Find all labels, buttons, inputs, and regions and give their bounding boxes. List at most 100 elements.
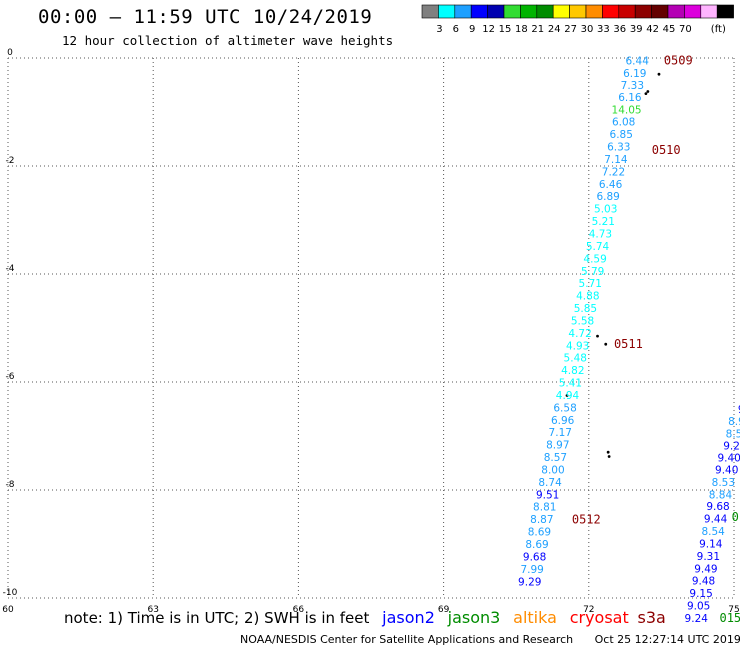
wave-height-point: 5.71	[579, 278, 602, 290]
wave-height-point: 4.94	[556, 390, 580, 402]
wave-height-point: 6.44	[626, 56, 650, 68]
wave-height-point: 5.48	[564, 353, 587, 365]
legend-s3a: s3a	[637, 608, 666, 627]
legend-altika: altika	[513, 608, 557, 627]
pass-time-label: 0510	[652, 143, 681, 157]
wave-height-point: 9.44	[704, 514, 728, 526]
wave-height-point: 6.96	[551, 415, 575, 427]
wave-height-point: 4.82	[561, 365, 584, 377]
x-tick-label: 72	[583, 605, 594, 615]
wave-height-point: 6.58	[553, 402, 576, 414]
colorbar-label: 33	[597, 24, 610, 35]
wave-height-point: 5.79	[581, 266, 604, 278]
colorbar-label: 3	[436, 24, 442, 35]
wave-height-point: 7.17	[549, 427, 572, 439]
wave-height-point: 14.05	[612, 104, 642, 116]
wave-height-point: 9.68	[523, 551, 546, 563]
wave-height-point: 9.48	[692, 576, 715, 588]
wave-height-point: 9.15	[689, 588, 712, 600]
wave-height-point: 4.59	[583, 253, 606, 265]
pass-time-label: 0511	[614, 337, 643, 351]
wave-height-point: 8.9	[728, 416, 740, 428]
wave-height-point: 7.99	[520, 564, 543, 576]
wave-height-point: 4.93	[566, 340, 589, 352]
wave-height-point: 6.46	[599, 179, 623, 191]
wave-height-point: 6.08	[612, 117, 635, 129]
wave-height-point: 4.88	[576, 291, 599, 303]
wave-height-point: 5.03	[594, 204, 617, 216]
wave-height-point: 6.19	[623, 68, 646, 80]
wave-height-point: 9.51	[536, 489, 559, 501]
colorbar-label: 45	[663, 24, 676, 35]
wave-height-point: 9.68	[706, 501, 729, 513]
wave-height-point: 9.31	[697, 551, 720, 563]
wave-height-point: 9.05	[687, 601, 710, 613]
wave-height-point: 7.22	[602, 166, 625, 178]
y-tick-label: -10	[3, 588, 18, 598]
wave-height-point: 8.5	[726, 428, 740, 440]
colorbar-label: 15	[499, 24, 512, 35]
y-tick-label: 0	[7, 48, 13, 58]
island-mark	[604, 342, 608, 346]
wave-height-point: 7.14	[604, 154, 628, 166]
footer-timestamp: Oct 25 12:27:14 UTC 2019	[594, 633, 740, 646]
wave-height-point: 9.40	[717, 453, 740, 465]
chart-title: 00:00 – 11:59 UTC 10/24/2019	[38, 6, 373, 28]
wave-height-point: 6.89	[596, 191, 619, 203]
y-tick-label: -6	[6, 372, 15, 382]
wave-height-point: 5.85	[574, 303, 597, 315]
wave-height-point: 9.49	[694, 563, 717, 575]
chart-subtitle: 12 hour collection of altimeter wave hei…	[62, 33, 394, 48]
colorbar-label: 9	[469, 24, 475, 35]
y-tick-label: -4	[6, 264, 15, 274]
wave-height-point: 8.81	[533, 502, 556, 514]
colorbar-label: 24	[548, 24, 561, 35]
wave-height-point: 7.33	[621, 80, 644, 92]
legend-cryosat: cryosat	[569, 608, 629, 627]
wave-height-point: 8.87	[530, 514, 553, 526]
colorbar-label: 18	[515, 24, 528, 35]
footer: NOAA/NESDIS Center for Satellite Applica…	[240, 633, 740, 646]
colorbar-label: 70	[679, 24, 692, 35]
y-tick-label: -8	[6, 480, 15, 490]
pass-time-label: 0151	[719, 611, 740, 625]
colorbar-unit: (ft)	[711, 24, 726, 35]
island-mark	[607, 455, 611, 458]
colorbar-label: 12	[482, 24, 495, 35]
color-scale-bar: 3 6 9 12 15 18 21 24 27 30 33 36 39 42 45 70 (ft)	[421, 4, 734, 35]
x-tick-label: 63	[147, 605, 158, 615]
wave-height-point: 8.53	[712, 477, 735, 489]
legend: note: 1) Time is in UTC; 2) SWH is in fe…	[64, 608, 666, 627]
wave-height-point: 8.54	[701, 526, 725, 538]
wave-height-point: 5.41	[559, 378, 582, 390]
colorbar-label: 36	[613, 24, 626, 35]
colorbar-label: 27	[564, 24, 577, 35]
legend-jason2: jason2	[382, 608, 435, 627]
x-tick-label: 75	[728, 605, 739, 615]
wave-height-point: 9.14	[699, 538, 723, 550]
island-mark	[596, 334, 599, 338]
wave-height-point: 6.33	[607, 142, 630, 154]
wave-height-point: 4.73	[589, 229, 612, 241]
wave-height-point: 8.69	[528, 527, 551, 539]
legend-note: note: 1) Time is in UTC; 2) SWH is in fe…	[64, 609, 370, 627]
x-tick-label: 60	[2, 605, 14, 615]
colorbar-label: 30	[581, 24, 594, 35]
island-mark	[657, 72, 661, 76]
island-mark	[606, 450, 610, 454]
wave-height-point: 8.00	[541, 464, 564, 476]
legend-jason3: jason3	[447, 608, 501, 627]
wave-height-point: 6.16	[618, 92, 642, 104]
wave-height-point: 4.72	[568, 328, 591, 340]
colorbar-swatch	[716, 4, 734, 19]
wave-height-point: 9.24	[685, 613, 709, 625]
colorbar-label: 39	[630, 24, 643, 35]
island-mark	[644, 92, 648, 96]
footer-credit: NOAA/NESDIS Center for Satellite Applica…	[240, 633, 574, 646]
wave-height-point: 9.40	[715, 464, 738, 476]
wave-height-point: 5.74	[586, 241, 610, 253]
island-mark	[565, 394, 569, 397]
wave-height-point: 8.84	[709, 489, 733, 501]
x-tick-label: 69	[438, 605, 450, 615]
